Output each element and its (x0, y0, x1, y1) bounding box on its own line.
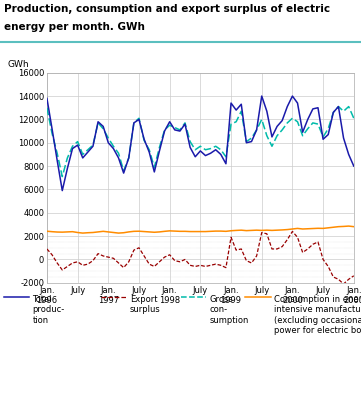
Text: Export
surplus: Export surplus (130, 295, 161, 314)
Text: Production, consumption and export surplus of electric: Production, consumption and export surpl… (4, 4, 330, 14)
Text: Total
produc-
tion: Total produc- tion (32, 295, 65, 325)
Text: Gross
con-
sumption: Gross con- sumption (209, 295, 249, 325)
Text: energy per month. GWh: energy per month. GWh (4, 22, 144, 32)
Text: Consumption in energy-
intensive manufacturing
(excluding occasional
power for e: Consumption in energy- intensive manufac… (274, 295, 361, 335)
Text: GWh: GWh (7, 59, 29, 69)
